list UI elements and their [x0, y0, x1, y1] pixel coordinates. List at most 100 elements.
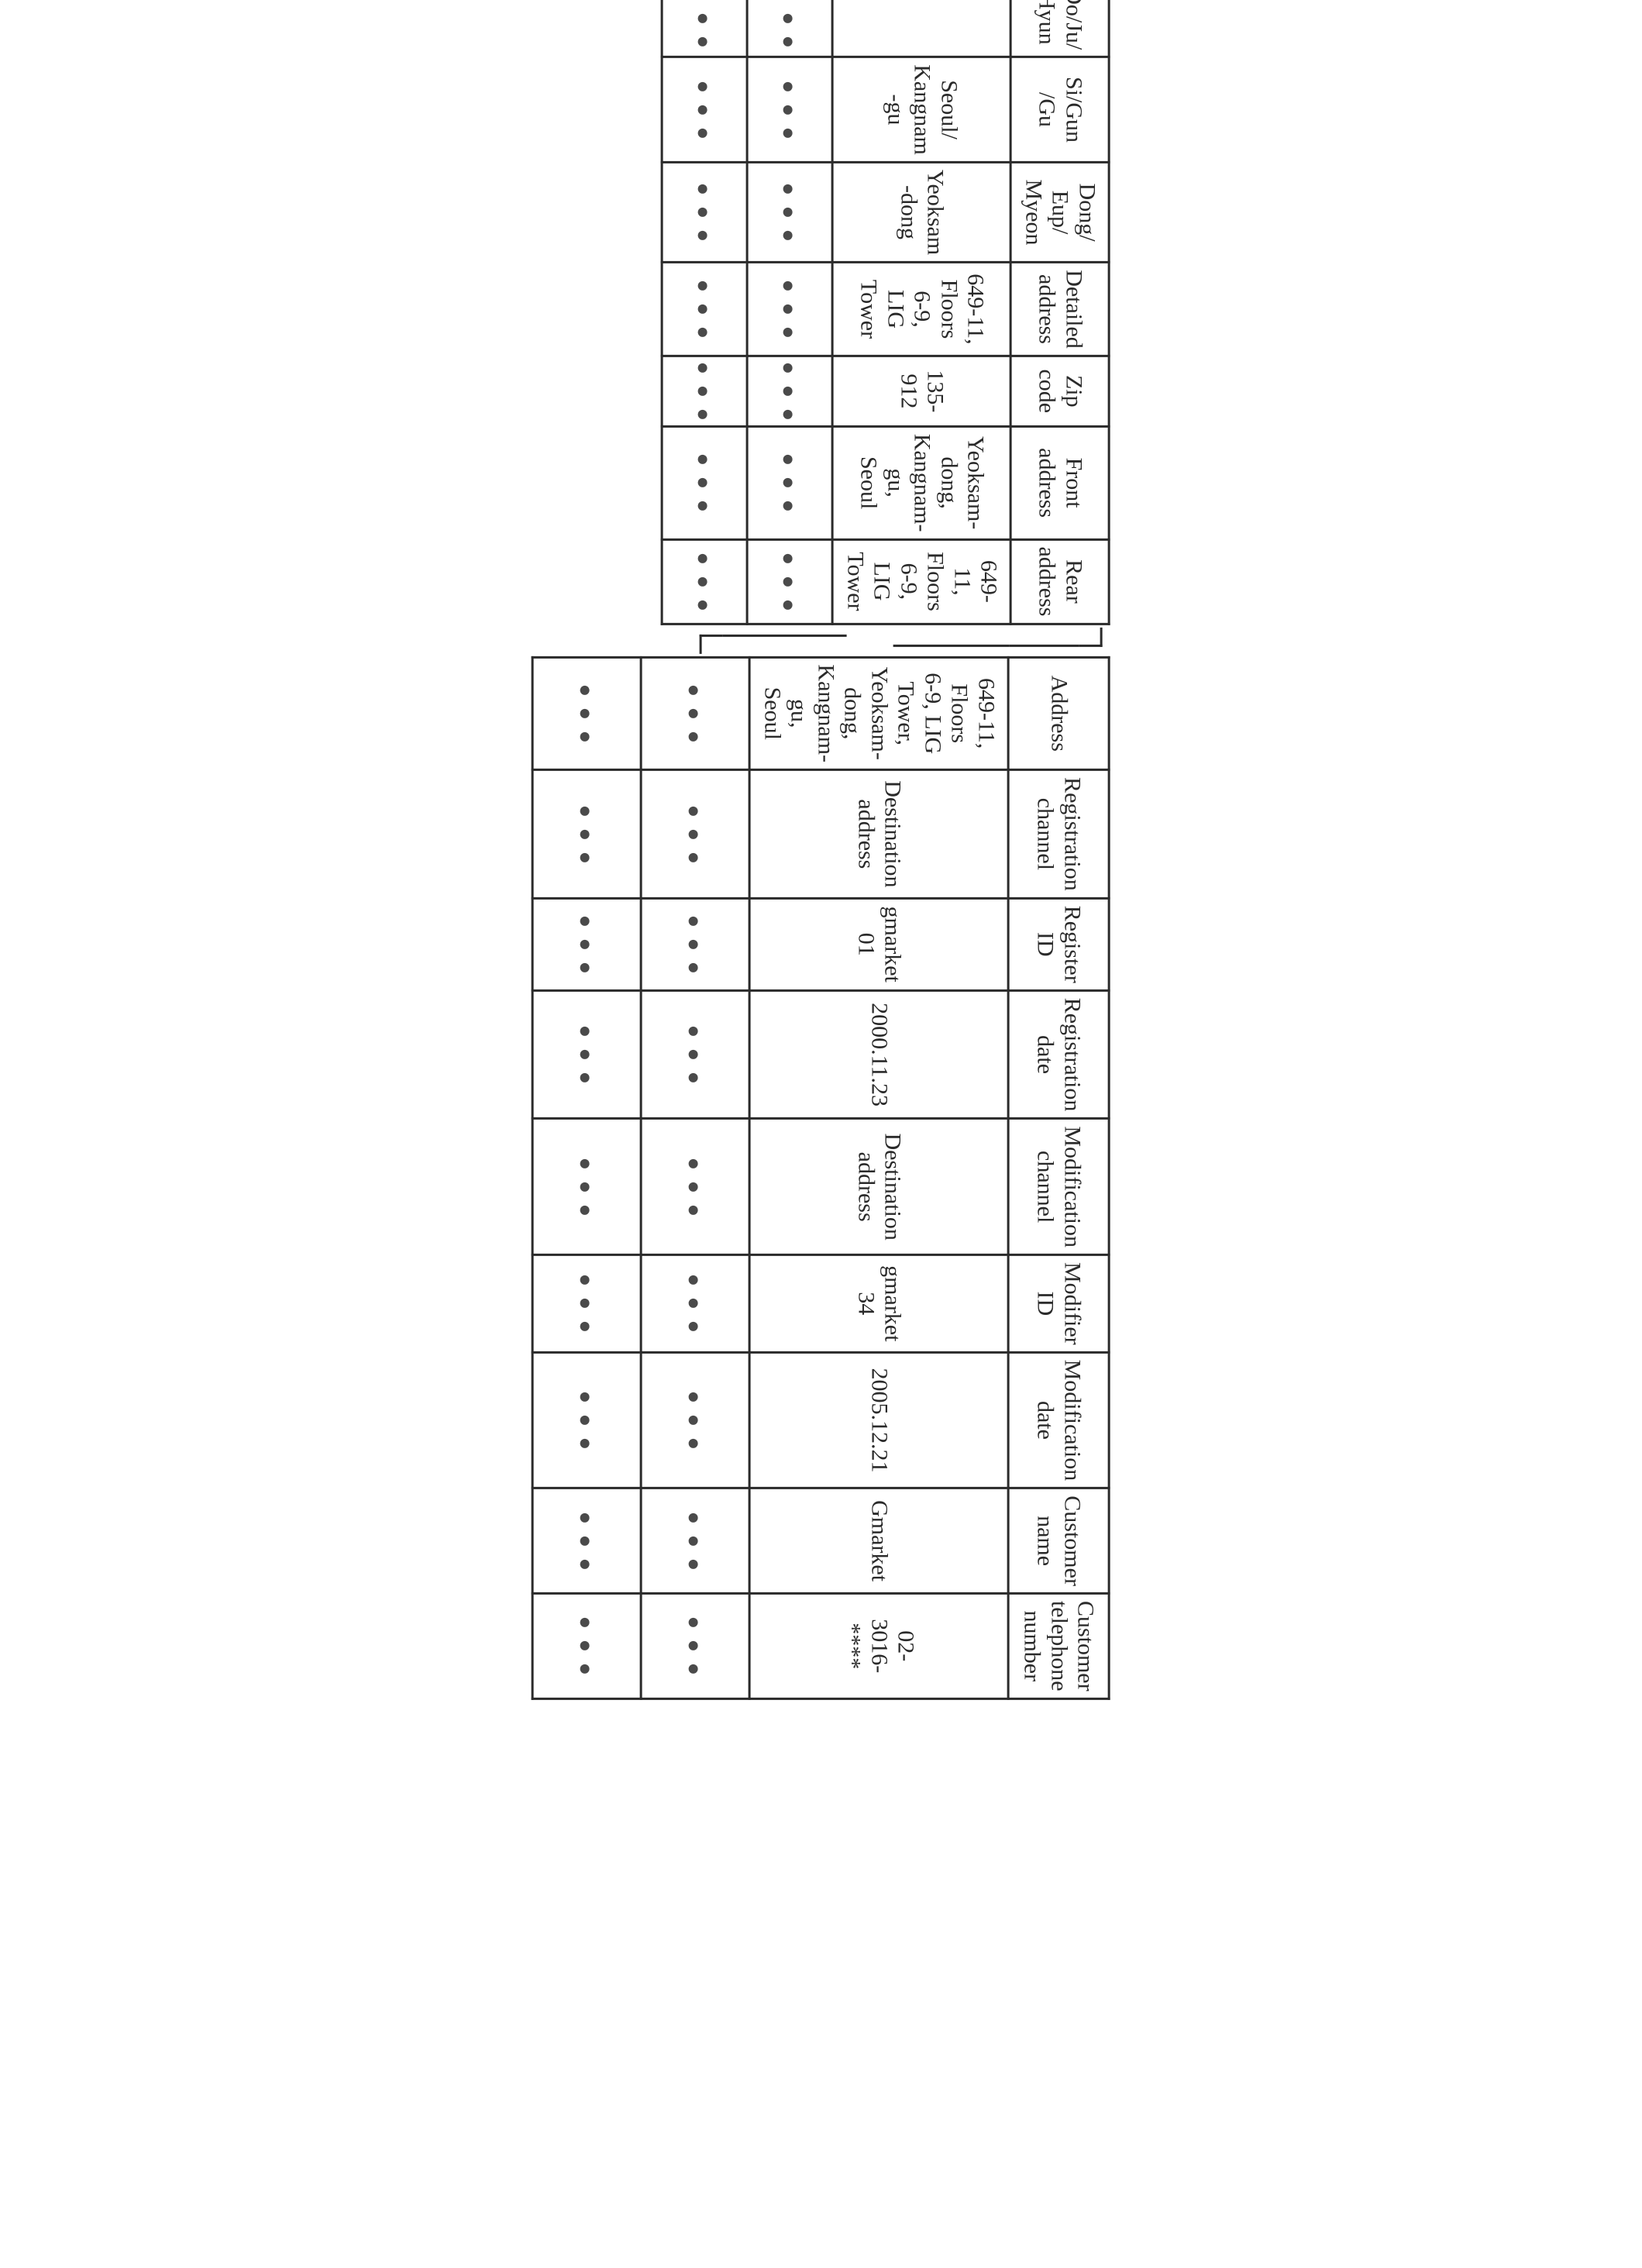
connector-bracket: [1010, 627, 1079, 646]
ellipsis-icon: [580, 1513, 590, 1569]
table1-wrap: Addressnumber Addressname Countrycode Do…: [661, 0, 1110, 625]
cell-ellipsis: [663, 539, 748, 624]
rotated-content: Addressnumber Addressname Countrycode Do…: [532, 0, 1110, 1700]
cell-ellipsis: [642, 990, 750, 1119]
ellipsis-icon: [689, 1275, 698, 1331]
table-row: [642, 657, 750, 1698]
col-header: Address: [1008, 657, 1109, 770]
table-row: [533, 657, 642, 1698]
col-header: Modificationdate: [1008, 1352, 1109, 1488]
ellipsis-icon: [783, 184, 793, 240]
col-header: RegisterID: [1008, 898, 1109, 990]
ellipsis-icon: [698, 363, 707, 419]
col-header: Rearaddress: [1011, 539, 1110, 624]
cell-ellipsis: [533, 770, 642, 899]
cell-ellipsis: [663, 0, 748, 57]
cell: 2000.11.23: [750, 990, 1009, 1119]
table-row: Address Registrationchannel RegisterID R…: [1008, 657, 1109, 1698]
cell-ellipsis: [748, 162, 833, 262]
col-header: ModifierID: [1008, 1254, 1109, 1352]
cell-ellipsis: [748, 0, 833, 57]
cell-ellipsis: [642, 1352, 750, 1488]
cell-ellipsis: [642, 770, 750, 899]
table-row: 649-11, Floors6-9, LIG Tower,Yeoksam-don…: [750, 657, 1009, 1698]
cell-ellipsis: [533, 1119, 642, 1255]
connector-bracket: [1079, 627, 1103, 646]
cell: Gmarket: [750, 1488, 1009, 1594]
ellipsis-icon: [698, 281, 707, 337]
cell-ellipsis: [663, 356, 748, 426]
ellipsis-icon: [783, 281, 793, 337]
cell: gmarket34: [750, 1254, 1009, 1352]
rotated-container: Addressnumber Addressname Countrycode Do…: [46, 97, 1596, 1296]
cell-ellipsis: [642, 1488, 750, 1594]
ellipsis-icon: [783, 0, 793, 46]
ellipsis-icon: [580, 1159, 590, 1215]
col-header: Do/Ju/Hyun: [1011, 0, 1110, 57]
ellipsis-icon: [783, 82, 793, 138]
cell-ellipsis: [533, 1593, 642, 1698]
cell-ellipsis: [663, 263, 748, 356]
cell: 135-912: [833, 356, 1011, 426]
ellipsis-icon: [580, 1392, 590, 1448]
col-header: Registrationdate: [1008, 990, 1109, 1119]
col-header: Dong/Eup/Myeon: [1011, 162, 1110, 262]
ellipsis-icon: [698, 455, 707, 511]
table-row: 1234567890 Companyaddress Seoul/Kangnam-…: [833, 0, 1011, 624]
cell: Yeoksam-dong: [833, 162, 1011, 262]
ellipsis-icon: [698, 184, 707, 240]
cell-ellipsis: [748, 263, 833, 356]
cell: 649-11,Floors 6-9,LIG Tower: [833, 539, 1011, 624]
address-table-1: Addressnumber Addressname Countrycode Do…: [661, 0, 1110, 625]
cell-ellipsis: [663, 426, 748, 539]
ellipsis-icon: [698, 0, 707, 46]
col-header: Detailedaddress: [1011, 263, 1110, 356]
cell-ellipsis: [533, 990, 642, 1119]
ellipsis-icon: [689, 806, 698, 862]
cell: Yeoksam-dong,Kangnam-gu,Seoul: [833, 426, 1011, 539]
table2-wrap: Address Registrationchannel RegisterID R…: [532, 656, 1110, 1699]
ellipsis-icon: [689, 1159, 698, 1215]
ellipsis-icon: [689, 1392, 698, 1448]
col-header: Registrationchannel: [1008, 770, 1109, 899]
col-header: Frontaddress: [1011, 426, 1110, 539]
cell-ellipsis: [533, 1488, 642, 1594]
tables-row: Addressnumber Addressname Countrycode Do…: [532, 0, 1110, 1700]
address-table-2: Address Registrationchannel RegisterID R…: [532, 656, 1110, 1699]
cell: [833, 0, 1011, 57]
ellipsis-icon: [783, 363, 793, 419]
cell-ellipsis: [748, 426, 833, 539]
cell-ellipsis: [748, 57, 833, 163]
ellipsis-icon: [689, 1513, 698, 1569]
connector-bracket: [723, 634, 847, 653]
ellipsis-icon: [580, 1275, 590, 1331]
cell-ellipsis: [748, 356, 833, 426]
ellipsis-icon: [689, 917, 698, 972]
cell: 649-11, Floors6-9, LIG Tower,Yeoksam-don…: [750, 657, 1009, 770]
ellipsis-icon: [783, 553, 793, 609]
ellipsis-icon: [698, 82, 707, 138]
cell: 02-3016-****: [750, 1593, 1009, 1698]
ellipsis-icon: [689, 1618, 698, 1674]
table-row: [748, 0, 833, 624]
cell-ellipsis: [533, 657, 642, 770]
ellipsis-icon: [580, 1618, 590, 1674]
connector-bracket: [893, 627, 1010, 646]
cell: Destinationaddress: [750, 770, 1009, 899]
cell-ellipsis: [642, 657, 750, 770]
ellipsis-icon: [580, 686, 590, 742]
cell-ellipsis: [642, 1254, 750, 1352]
ellipsis-icon: [689, 686, 698, 742]
col-header: Customertelephonenumber: [1008, 1593, 1109, 1698]
cell-ellipsis: [642, 898, 750, 990]
cell-ellipsis: [748, 539, 833, 624]
cell-ellipsis: [663, 162, 748, 262]
cell: 2005.12.21: [750, 1352, 1009, 1488]
cell: gmarket01: [750, 898, 1009, 990]
ellipsis-icon: [580, 1027, 590, 1082]
col-header: Zipcode: [1011, 356, 1110, 426]
cell-ellipsis: [533, 1352, 642, 1488]
cell-ellipsis: [663, 57, 748, 163]
cell-ellipsis: [533, 1254, 642, 1352]
col-header: Modificationchannel: [1008, 1119, 1109, 1255]
